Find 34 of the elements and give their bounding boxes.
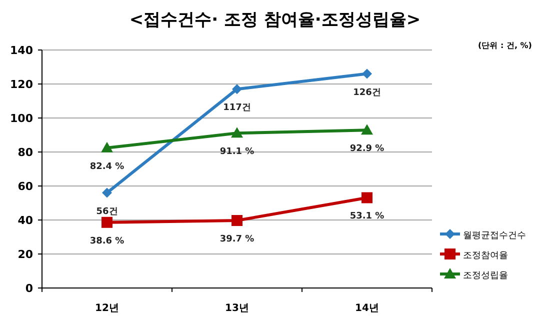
point bbox=[231, 127, 243, 138]
x-tick-label: 12년 bbox=[95, 303, 119, 314]
y-tick-label: 40 bbox=[18, 214, 34, 227]
x-tick-label: 13년 bbox=[225, 303, 249, 314]
data-label: 117건 bbox=[223, 103, 251, 114]
legend-label: 조정성립율 bbox=[463, 271, 508, 281]
y-tick-label: 100 bbox=[10, 112, 34, 125]
x-tick-label: 14년 bbox=[355, 303, 379, 314]
legend-label: 월평균접수건수 bbox=[463, 231, 526, 241]
data-label: 38.6 % bbox=[90, 236, 124, 246]
data-label: 82.4 % bbox=[90, 162, 124, 172]
data-label: 91.1 % bbox=[220, 147, 254, 158]
y-tick-label: 60 bbox=[18, 180, 34, 193]
point bbox=[362, 68, 372, 79]
y-tick-label: 0 bbox=[25, 282, 34, 295]
point bbox=[232, 215, 242, 226]
point bbox=[102, 216, 112, 228]
point bbox=[361, 124, 373, 135]
legend-label: 조정참여율 bbox=[463, 251, 508, 261]
text: (단위 : 건, %) bbox=[478, 41, 532, 50]
point bbox=[102, 188, 112, 198]
y-tick-label: 140 bbox=[10, 44, 34, 57]
point bbox=[101, 142, 113, 152]
point bbox=[232, 84, 242, 94]
data-label: 39.7 % bbox=[220, 234, 254, 245]
y-tick-label: 80 bbox=[18, 146, 34, 159]
point bbox=[362, 192, 372, 204]
y-tick-label: 20 bbox=[18, 248, 34, 261]
data-label: 92.9 % bbox=[350, 144, 384, 154]
data-label: 126건 bbox=[353, 88, 381, 98]
data-label: 53.1 % bbox=[350, 212, 384, 222]
chart-title: <접수건수· 조정 참여율·조정성립율> bbox=[129, 10, 421, 30]
data-label: 56건 bbox=[96, 206, 118, 217]
y-tick-label: 120 bbox=[10, 78, 34, 91]
